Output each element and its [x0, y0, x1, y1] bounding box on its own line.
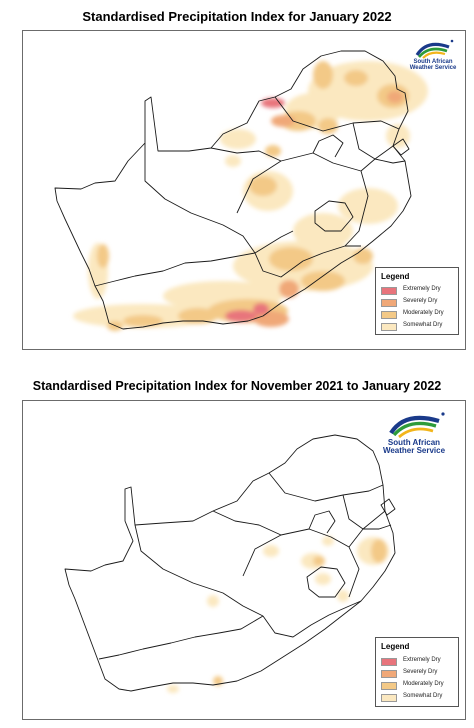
logo-line2: Weather Service [409, 65, 457, 72]
spi-map-january-2022: South African Weather Service Legend Ext… [22, 30, 466, 350]
free-state-boundary [236, 152, 369, 247]
saws-logo: South African Weather Service [405, 37, 461, 77]
eswatini-outline [392, 138, 410, 156]
country-outline [54, 50, 412, 330]
western-cape-boundary [94, 252, 256, 287]
legend-label: Severely Dry [403, 669, 438, 675]
saws-logo: South African Weather Service [373, 409, 455, 463]
northern-cape-boundary [134, 524, 264, 617]
lesotho-outline [306, 566, 346, 598]
province-boundaries [54, 50, 412, 330]
legend-label: Extremely Dry [403, 657, 441, 663]
legend-swatch [381, 670, 397, 678]
eswatini-outline [380, 498, 396, 516]
legend-title: Legend [381, 642, 410, 651]
lesotho-outline [314, 200, 354, 232]
mpumalanga-boundary [342, 494, 386, 530]
eastern-cape-boundary [262, 600, 362, 638]
legend-label: Moderately Dry [403, 681, 444, 687]
legend-swatch [381, 287, 397, 295]
limpopo-boundary [274, 96, 400, 132]
legend-title: Legend [381, 272, 410, 281]
province-boundaries [64, 434, 396, 692]
legend-label: Somewhat Dry [403, 693, 443, 699]
map-title-january-2022: Standardised Precipitation Index for Jan… [82, 9, 392, 24]
gauteng-boundary [312, 134, 344, 158]
north-west-boundary [212, 510, 282, 536]
map-canvas [64, 434, 396, 693]
map-legend: Legend Extremely Dry Severely Dry Modera… [375, 637, 459, 707]
legend-label: Severely Dry [403, 298, 438, 304]
country-outline [64, 434, 396, 692]
spi-map-nov-2021-jan-2022: South African Weather Service Legend Ext… [22, 400, 466, 720]
dryness-areas [167, 536, 389, 693]
dryness-areas [73, 61, 428, 331]
logo-line1: South African [413, 59, 453, 65]
legend-swatch [381, 311, 397, 319]
legend-label: Somewhat Dry [403, 322, 443, 328]
legend-swatch [381, 299, 397, 307]
mpumalanga-boundary [352, 122, 394, 160]
limpopo-boundary [268, 472, 384, 502]
legend-swatch [381, 682, 397, 690]
logo-line1: South African [387, 438, 441, 447]
legend-label: Moderately Dry [403, 310, 444, 316]
saws-logo-icon [389, 412, 445, 439]
map-canvas [54, 50, 428, 331]
map-title-nov-2021-jan-2022: Standardised Precipitation Index for Nov… [32, 379, 442, 393]
kzn-boundary [360, 158, 406, 172]
legend-label: Extremely Dry [403, 286, 441, 292]
gauteng-boundary [308, 510, 336, 534]
kzn-boundary [348, 524, 392, 548]
saws-logo-icon [415, 39, 454, 59]
logo-line2: Weather Service [382, 446, 446, 456]
northern-cape-boundary [144, 143, 294, 254]
western-cape-boundary [98, 615, 264, 660]
legend-swatch [381, 658, 397, 666]
north-west-boundary [210, 147, 282, 162]
legend-swatch [381, 694, 397, 702]
legend-swatch [381, 323, 397, 331]
free-state-boundary [242, 528, 360, 598]
map-legend: Legend Extremely Dry Severely Dry Modera… [375, 267, 459, 335]
